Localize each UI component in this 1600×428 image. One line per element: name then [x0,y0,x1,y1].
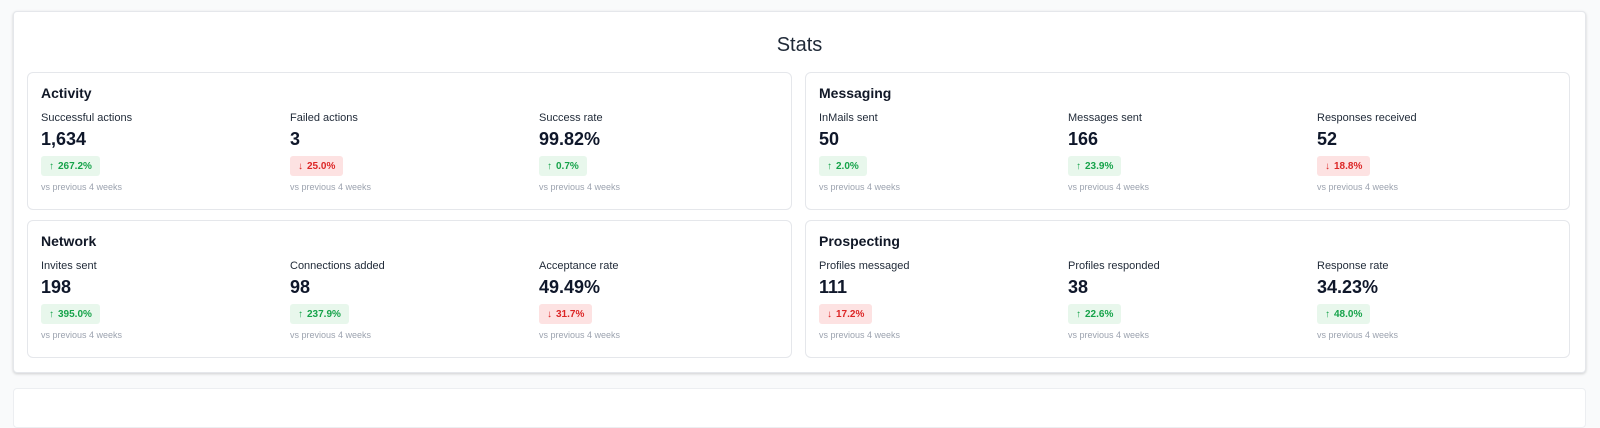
comparison-note: vs previous 4 weeks [819,330,901,340]
metric-label: Failed actions [290,112,358,124]
arrow-down-icon: ↓ [827,308,832,320]
card-title: Prospecting [819,233,900,249]
change-value: 22.6% [1085,308,1114,320]
comparison-note: vs previous 4 weeks [1068,330,1150,340]
comparison-note: vs previous 4 weeks [1317,182,1399,192]
comparison-note: vs previous 4 weeks [290,330,372,340]
next-panel [13,388,1586,428]
change-value: 237.9% [307,308,341,320]
arrow-down-icon: ↓ [298,160,303,172]
metric-label: Responses received [1317,112,1417,124]
metric-failed-actions: Failed actions 3 ↓ 25.0% vs previous 4 weeks [290,112,530,193]
metric-messages-sent: Messages sent 166 ↑ 23.9% vs previous 4 week… [1068,112,1308,193]
arrow-up-icon: ↑ [547,160,552,172]
comparison-note: vs previous 4 weeks [539,182,621,192]
change-badge: ↑ 23.9% [1068,156,1122,176]
arrow-up-icon: ↑ [827,160,832,172]
card-messaging: Messaging InMails sent 50 ↑ 2.0% vs previous … [805,72,1570,210]
change-badge: ↑ 267.2% [41,156,100,176]
metric-connections-added: Connections added 98 ↑ 237.9% vs previous 4 … [290,260,530,341]
change-value: 395.0% [58,308,92,320]
change-value: 267.2% [58,160,92,172]
card-title: Network [41,233,97,249]
metric-success-rate: Success rate 99.82% ↑ 0.7% vs previous 4 wee… [539,112,779,193]
metric-invites-sent: Invites sent 198 ↑ 395.0% vs previous 4 week… [41,260,281,341]
comparison-note: vs previous 4 weeks [539,330,621,340]
card-title: Messaging [819,85,892,101]
metric-label: Acceptance rate [539,260,619,272]
change-value: 48.0% [1334,308,1363,320]
arrow-down-icon: ↓ [1325,160,1330,172]
metric-label: InMails sent [819,112,878,124]
arrow-down-icon: ↓ [547,308,552,320]
metric-response-rate: Response rate 34.23% ↑ 48.0% vs previous 4 w… [1317,260,1557,341]
change-value: 2.0% [836,160,859,172]
change-value: 18.8% [1334,160,1363,172]
metric-label: Invites sent [41,260,97,272]
metric-successful-actions: Successful actions 1,634 ↑ 267.2% vs previou… [41,112,281,193]
arrow-up-icon: ↑ [298,308,303,320]
metric-value: 3 [290,129,301,149]
change-badge: ↑ 48.0% [1317,304,1371,324]
arrow-up-icon: ↑ [49,308,54,320]
metric-label: Response rate [1317,260,1389,272]
change-value: 23.9% [1085,160,1114,172]
metric-responses-received: Responses received 52 ↓ 18.8% vs previous 4 … [1317,112,1557,193]
metric-label: Profiles messaged [819,260,910,272]
metric-value: 52 [1317,129,1338,149]
change-badge: ↓ 17.2% [819,304,873,324]
comparison-note: vs previous 4 weeks [819,182,901,192]
metric-value: 50 [819,129,840,149]
card-network: Network Invites sent 198 ↑ 395.0% vs previous… [27,220,792,358]
metric-value: 1,634 [41,129,87,149]
change-badge: ↓ 18.8% [1317,156,1371,176]
metric-value: 111 [819,277,848,297]
change-badge: ↑ 395.0% [41,304,100,324]
comparison-note: vs previous 4 weeks [1068,182,1150,192]
card-activity: Activity Successful actions 1,634 ↑ 267.2% vs… [27,72,792,210]
metric-label: Connections added [290,260,385,272]
metric-value: 34.23% [1317,277,1379,297]
metric-label: Success rate [539,112,603,124]
metric-label: Profiles responded [1068,260,1160,272]
comparison-note: vs previous 4 weeks [41,330,123,340]
arrow-up-icon: ↑ [1076,308,1081,320]
metric-label: Messages sent [1068,112,1142,124]
metric-value: 98 [290,277,311,297]
stats-title: Stats [776,34,823,56]
change-badge: ↑ 237.9% [290,304,349,324]
metric-value: 49.49% [539,277,601,297]
change-value: 17.2% [836,308,865,320]
change-value: 25.0% [307,160,336,172]
change-badge: ↓ 31.7% [539,304,593,324]
card-title: Activity [41,85,92,101]
change-value: 0.7% [556,160,579,172]
change-badge: ↑ 2.0% [819,156,867,176]
change-badge: ↑ 22.6% [1068,304,1122,324]
change-value: 31.7% [556,308,585,320]
arrow-up-icon: ↑ [1325,308,1330,320]
comparison-note: vs previous 4 weeks [290,182,372,192]
card-prospecting: Prospecting Profiles messaged 111 ↓ 17.2% vs … [805,220,1570,358]
metric-profiles-responded: Profiles responded 38 ↑ 22.6% vs previous 4 … [1068,260,1308,341]
metric-value: 38 [1068,277,1089,297]
metric-acceptance-rate: Acceptance rate 49.49% ↓ 31.7% vs previous 4… [539,260,779,341]
change-badge: ↑ 0.7% [539,156,587,176]
metric-value: 166 [1068,129,1099,149]
metric-profiles-messaged: Profiles messaged 111 ↓ 17.2% vs previous 4 … [819,260,1059,341]
metric-label: Successful actions [41,112,133,124]
arrow-up-icon: ↑ [1076,160,1081,172]
metric-inmails-sent: InMails sent 50 ↑ 2.0% vs previous 4 weeks [819,112,1059,193]
comparison-note: vs previous 4 weeks [41,182,123,192]
metric-value: 198 [41,277,72,297]
change-badge: ↓ 25.0% [290,156,344,176]
stats-panel: Stats Activity Successful actions 1,634 ↑ 26… [13,11,1586,373]
arrow-up-icon: ↑ [49,160,54,172]
metric-value: 99.82% [539,129,601,149]
comparison-note: vs previous 4 weeks [1317,330,1399,340]
